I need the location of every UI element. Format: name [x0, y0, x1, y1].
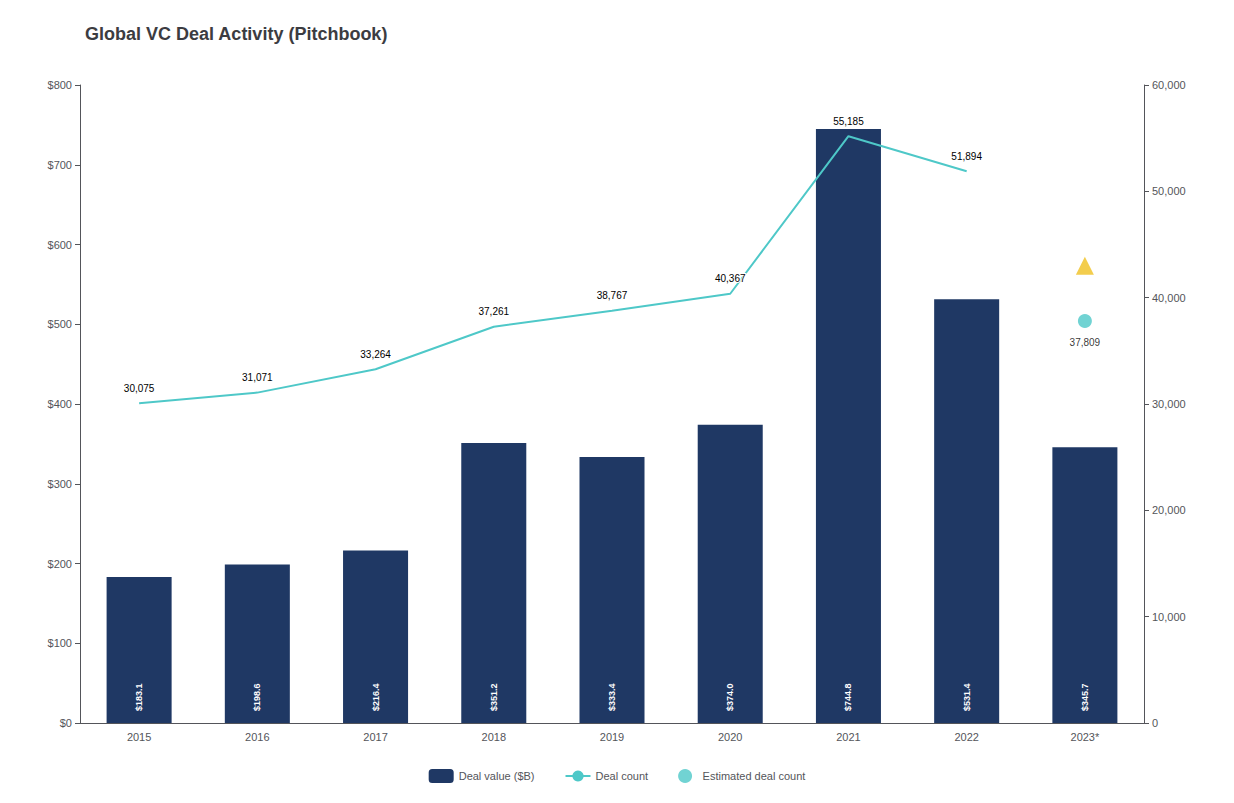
- svg-text:$531.4: $531.4: [962, 683, 972, 711]
- svg-text:33,264: 33,264: [360, 349, 391, 360]
- svg-text:51,894: 51,894: [951, 151, 982, 162]
- svg-text:$198.6: $198.6: [252, 683, 262, 711]
- svg-text:2017: 2017: [363, 731, 387, 743]
- svg-text:2023*: 2023*: [1071, 731, 1100, 743]
- svg-text:2020: 2020: [718, 731, 742, 743]
- svg-text:Estimated deal count: Estimated deal count: [703, 770, 806, 782]
- svg-text:Global VC Deal Activity (Pitch: Global VC Deal Activity (Pitchbook): [85, 24, 387, 44]
- svg-text:$345.7: $345.7: [1080, 683, 1090, 711]
- svg-text:38,767: 38,767: [597, 290, 628, 301]
- svg-text:10,000: 10,000: [1152, 611, 1186, 623]
- svg-text:$700: $700: [48, 159, 72, 171]
- svg-text:$100: $100: [48, 637, 72, 649]
- svg-text:31,071: 31,071: [242, 372, 273, 383]
- svg-text:$600: $600: [48, 239, 72, 251]
- svg-text:2019: 2019: [600, 731, 624, 743]
- svg-text:40,367: 40,367: [715, 273, 746, 284]
- svg-text:20,000: 20,000: [1152, 504, 1186, 516]
- svg-text:30,000: 30,000: [1152, 398, 1186, 410]
- svg-text:$744.8: $744.8: [843, 683, 853, 711]
- svg-text:37,809: 37,809: [1070, 337, 1101, 348]
- svg-text:2022: 2022: [954, 731, 978, 743]
- svg-text:$500: $500: [48, 318, 72, 330]
- svg-text:0: 0: [1152, 717, 1158, 729]
- svg-text:2021: 2021: [836, 731, 860, 743]
- svg-text:2018: 2018: [482, 731, 506, 743]
- svg-text:$183.1: $183.1: [134, 683, 144, 711]
- svg-text:$374.0: $374.0: [725, 683, 735, 711]
- svg-text:2016: 2016: [245, 731, 269, 743]
- svg-text:$800: $800: [48, 79, 72, 91]
- svg-text:50,000: 50,000: [1152, 185, 1186, 197]
- svg-text:2015: 2015: [127, 731, 151, 743]
- svg-text:$333.4: $333.4: [607, 683, 617, 711]
- svg-text:40,000: 40,000: [1152, 292, 1186, 304]
- svg-text:Deal value ($B): Deal value ($B): [459, 770, 535, 782]
- svg-text:$351.2: $351.2: [489, 683, 499, 711]
- svg-text:60,000: 60,000: [1152, 79, 1186, 91]
- svg-text:$0: $0: [60, 717, 72, 729]
- svg-text:$200: $200: [48, 558, 72, 570]
- svg-text:Deal count: Deal count: [595, 770, 648, 782]
- svg-text:30,075: 30,075: [124, 383, 155, 394]
- svg-text:55,185: 55,185: [833, 116, 864, 127]
- svg-text:$400: $400: [48, 398, 72, 410]
- svg-text:$216.4: $216.4: [371, 683, 381, 711]
- svg-text:37,261: 37,261: [478, 306, 509, 317]
- svg-text:$300: $300: [48, 478, 72, 490]
